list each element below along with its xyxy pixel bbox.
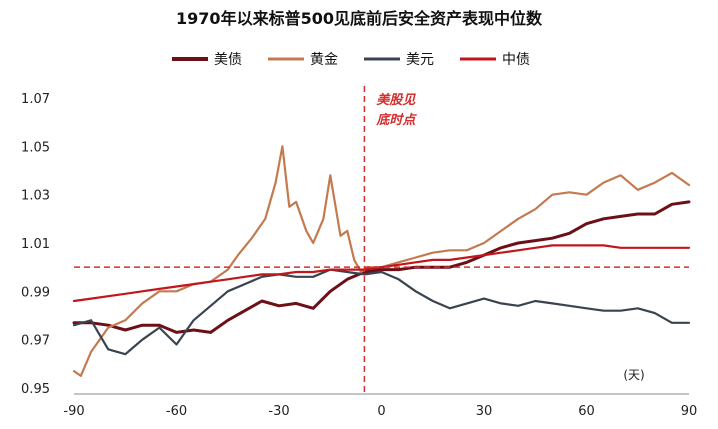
- x-tick-label: -60: [166, 404, 187, 419]
- series-lines: [72, 145, 691, 377]
- y-tick-label: 1.01: [21, 237, 50, 252]
- legend: 美债 黄金 美元 中债: [172, 51, 530, 68]
- legend-label-3: 中债: [502, 52, 530, 68]
- y-tick-label: 0.97: [21, 334, 50, 349]
- y-tick-label: 1.03: [21, 189, 50, 204]
- y-tick-label: 0.95: [21, 382, 50, 397]
- series-line-1: [72, 145, 691, 377]
- x-tick-label: 60: [578, 404, 595, 419]
- x-unit-label: (天): [623, 368, 644, 382]
- x-tick-label: -30: [268, 404, 289, 419]
- y-tick-label: 1.07: [21, 92, 50, 107]
- series-line-3: [72, 244, 691, 303]
- series-line-0: [72, 200, 691, 334]
- annotation-line1: 美股见: [376, 92, 416, 108]
- x-tick-label: 0: [377, 404, 385, 419]
- chart-title: 1970年以来标普500见底前后安全资产表现中位数: [176, 9, 543, 28]
- legend-label-1: 黄金: [310, 51, 338, 68]
- y-tick-label: 0.99: [21, 285, 50, 300]
- y-tick-label: 1.05: [21, 140, 50, 155]
- legend-label-0: 美债: [214, 52, 242, 68]
- x-tick-label: 30: [476, 404, 493, 419]
- x-axis-ticks: -90 -60 -30 0 30 60 90: [63, 404, 697, 419]
- annotation-line2: 底时点: [375, 112, 417, 128]
- x-tick-label: 90: [681, 404, 698, 419]
- x-tick-label: -90: [63, 404, 84, 419]
- series-line-2: [72, 268, 691, 356]
- legend-label-2: 美元: [406, 52, 434, 68]
- y-axis-ticks: 0.95 0.97 0.99 1.01 1.03 1.05 1.07: [21, 92, 50, 397]
